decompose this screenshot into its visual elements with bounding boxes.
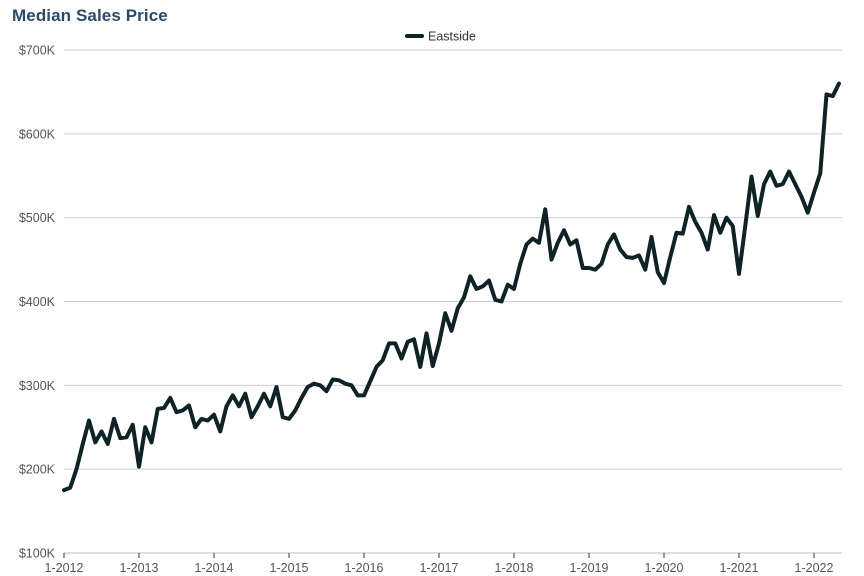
x-tick-label: 1-2015: [270, 561, 309, 575]
x-tick-label: 1-2012: [45, 561, 84, 575]
x-tick-label: 1-2018: [495, 561, 534, 575]
x-tick-label: 1-2020: [645, 561, 684, 575]
y-tick-label: $500K: [19, 211, 56, 225]
y-tick-label: $100K: [19, 547, 56, 561]
legend: Eastside: [405, 30, 476, 44]
y-tick-label: $200K: [19, 463, 56, 477]
grid-lines: [64, 49, 842, 470]
series-line-eastside: [62, 81, 841, 493]
chart-title: Median Sales Price: [12, 6, 168, 25]
x-tick-label: 1-2022: [795, 561, 834, 575]
x-tick-label: 1-2021: [720, 561, 759, 575]
series-layer: [62, 81, 841, 493]
x-tick-label: 1-2013: [120, 561, 159, 575]
x-tick-label: 1-2019: [570, 561, 609, 575]
x-tick-label: 1-2017: [420, 561, 459, 575]
axes: $100K $200K $300K $400K $500K $600K $700K 1-201…: [19, 44, 842, 575]
legend-label-eastside: Eastside: [428, 30, 476, 44]
y-tick-label: $300K: [19, 379, 56, 393]
x-tick-label: 1-2016: [345, 561, 384, 575]
y-tick-label: $400K: [19, 295, 56, 309]
y-tick-label: $700K: [19, 44, 56, 58]
x-tick-label: 1-2014: [195, 561, 234, 575]
y-tick-label: $600K: [19, 127, 56, 141]
